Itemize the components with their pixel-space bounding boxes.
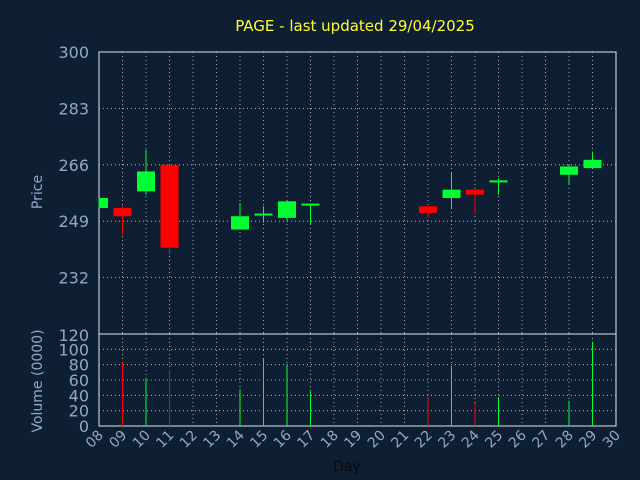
price-panel: [98, 51, 617, 335]
volume-tick-label: 60: [69, 371, 89, 390]
x-tick-label: 21: [388, 428, 412, 452]
candle-body: [489, 180, 508, 183]
x-tick-label: 12: [177, 428, 201, 452]
volume-axis-title: Volume (0000): [30, 329, 46, 432]
price-tick-label: 283: [58, 99, 89, 118]
volume-tick-label: 100: [58, 340, 89, 359]
candle-body: [278, 201, 296, 218]
price-tick-label: 266: [58, 156, 89, 175]
x-tick-label: 09: [106, 428, 130, 452]
candle-body: [583, 159, 602, 169]
x-tick-label: 17: [294, 428, 318, 452]
candle-body: [301, 203, 320, 206]
candle-body: [137, 171, 155, 192]
x-tick-label: 25: [482, 428, 506, 452]
volume-panel: [98, 333, 617, 427]
x-axis-title: Day: [333, 459, 361, 475]
x-tick-label: 13: [200, 428, 224, 452]
candle-body: [231, 216, 249, 230]
volume-tick-label: 20: [69, 402, 89, 421]
candle-body: [419, 206, 437, 213]
candle-body: [466, 189, 484, 195]
candle-body: [99, 197, 108, 208]
volume-tick-label: 80: [69, 356, 89, 375]
x-tick-label: 10: [130, 428, 154, 452]
x-tick-label: 20: [365, 428, 389, 452]
x-tick-label: 19: [341, 428, 365, 452]
candle-body: [254, 213, 273, 216]
price-axis-title: Price: [30, 175, 46, 209]
x-tick-label: 11: [153, 428, 177, 452]
price-tick-label: 300: [58, 43, 89, 62]
candle-body: [560, 166, 578, 175]
x-tick-label: 24: [459, 427, 483, 451]
chart-title: PAGE - last updated 29/04/2025: [235, 17, 475, 35]
candle-body: [160, 164, 179, 248]
x-tick-label: 26: [506, 427, 530, 451]
volume-tick-label: 40: [69, 386, 89, 405]
price-tick-label: 249: [58, 212, 89, 231]
x-tick-label: 15: [247, 428, 271, 452]
candle-body: [113, 207, 132, 217]
x-tick-label: 22: [412, 428, 436, 452]
x-tick-label: 18: [318, 428, 342, 452]
x-tick-label: 28: [553, 428, 577, 452]
x-tick-label: 16: [271, 427, 295, 451]
x-tick-label: 27: [529, 428, 553, 452]
x-tick-label: 30: [600, 428, 624, 452]
volume-tick-label: 0: [79, 417, 89, 436]
x-tick-label: 23: [435, 428, 459, 452]
x-tick-label: 29: [576, 428, 600, 452]
volume-plot-frame: [98, 333, 617, 427]
x-tick-label: 14: [224, 427, 248, 451]
candle-body: [442, 189, 461, 198]
price-axis-break-label: 120: [58, 326, 89, 345]
price-tick-label: 232: [58, 269, 89, 288]
